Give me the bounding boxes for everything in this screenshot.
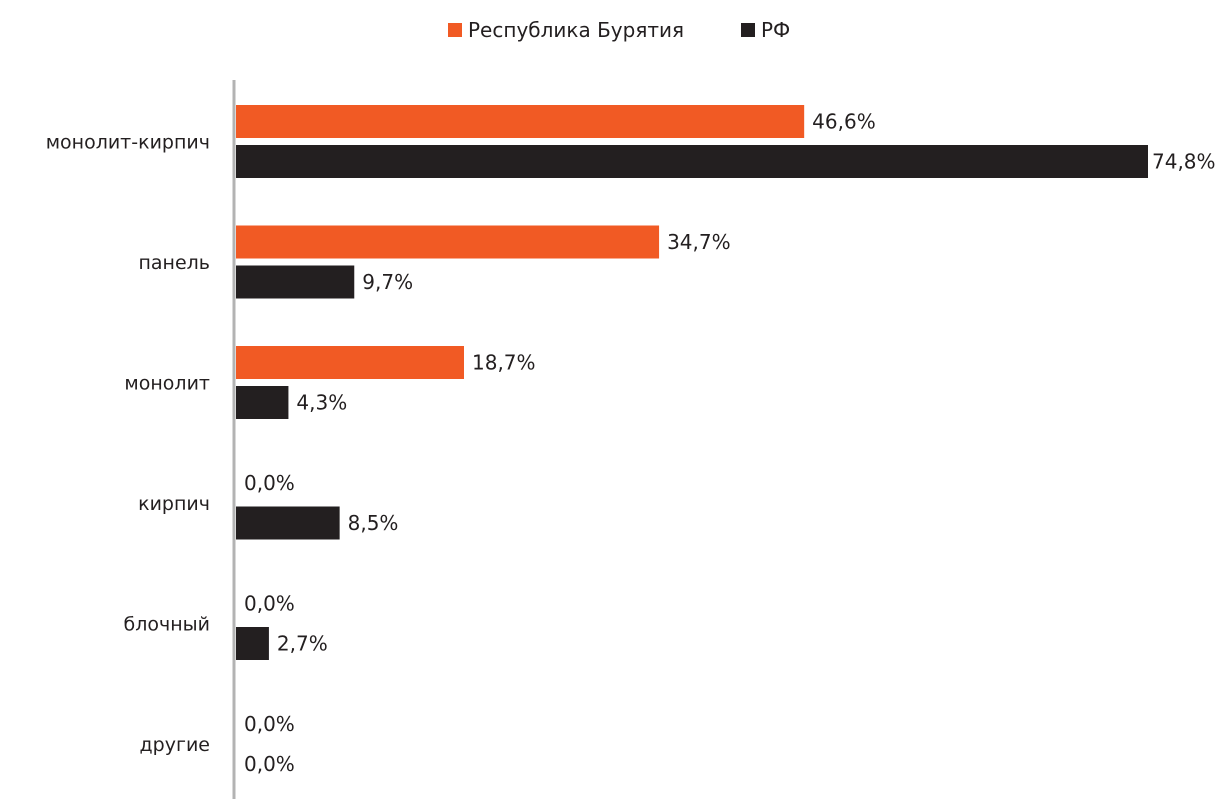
bar-rf bbox=[236, 627, 269, 660]
data-label: 0,0% bbox=[244, 592, 295, 616]
data-label: 0,0% bbox=[244, 712, 295, 736]
legend-label-rf: РФ bbox=[761, 18, 790, 42]
category-labels: монолит-кирпич панель монолит кирпич блочный… bbox=[46, 132, 210, 757]
bar-republic-buryatia bbox=[236, 225, 660, 259]
bar-rf bbox=[236, 145, 1148, 178]
category-label: монолит bbox=[124, 373, 210, 395]
data-label: 74,8% bbox=[1152, 150, 1216, 174]
data-label: 0,0% bbox=[244, 752, 295, 776]
category-label: панель bbox=[138, 252, 210, 274]
legend-swatch-republic-buryatia bbox=[448, 23, 462, 37]
value-labels: 46,6% 74,8% 34,7% 9,7% 18,7% 4,3% 0,0% 8,5% 0,0%… bbox=[244, 110, 1216, 777]
data-label: 9,7% bbox=[362, 270, 413, 294]
bar-republic-buryatia bbox=[236, 105, 805, 138]
legend-swatch-rf bbox=[741, 23, 755, 37]
data-label: 34,7% bbox=[667, 230, 731, 254]
bars bbox=[236, 105, 1148, 660]
data-label: 18,7% bbox=[472, 351, 536, 375]
legend: Республика Бурятия РФ bbox=[448, 18, 790, 42]
bar-republic-buryatia bbox=[236, 346, 464, 379]
data-label: 8,5% bbox=[348, 511, 399, 535]
data-label: 4,3% bbox=[296, 391, 347, 415]
bar-rf bbox=[236, 265, 355, 299]
category-label: блочный bbox=[124, 614, 210, 636]
category-label: монолит-кирпич bbox=[46, 132, 210, 154]
data-label: 0,0% bbox=[244, 471, 295, 495]
data-label: 46,6% bbox=[812, 110, 876, 134]
category-label: кирпич bbox=[138, 493, 210, 515]
bar-rf bbox=[236, 506, 340, 540]
bar-rf bbox=[236, 386, 289, 419]
category-label: другие bbox=[140, 734, 210, 756]
legend-label-republic-buryatia: Республика Бурятия bbox=[468, 18, 684, 42]
data-label: 2,7% bbox=[277, 632, 328, 656]
